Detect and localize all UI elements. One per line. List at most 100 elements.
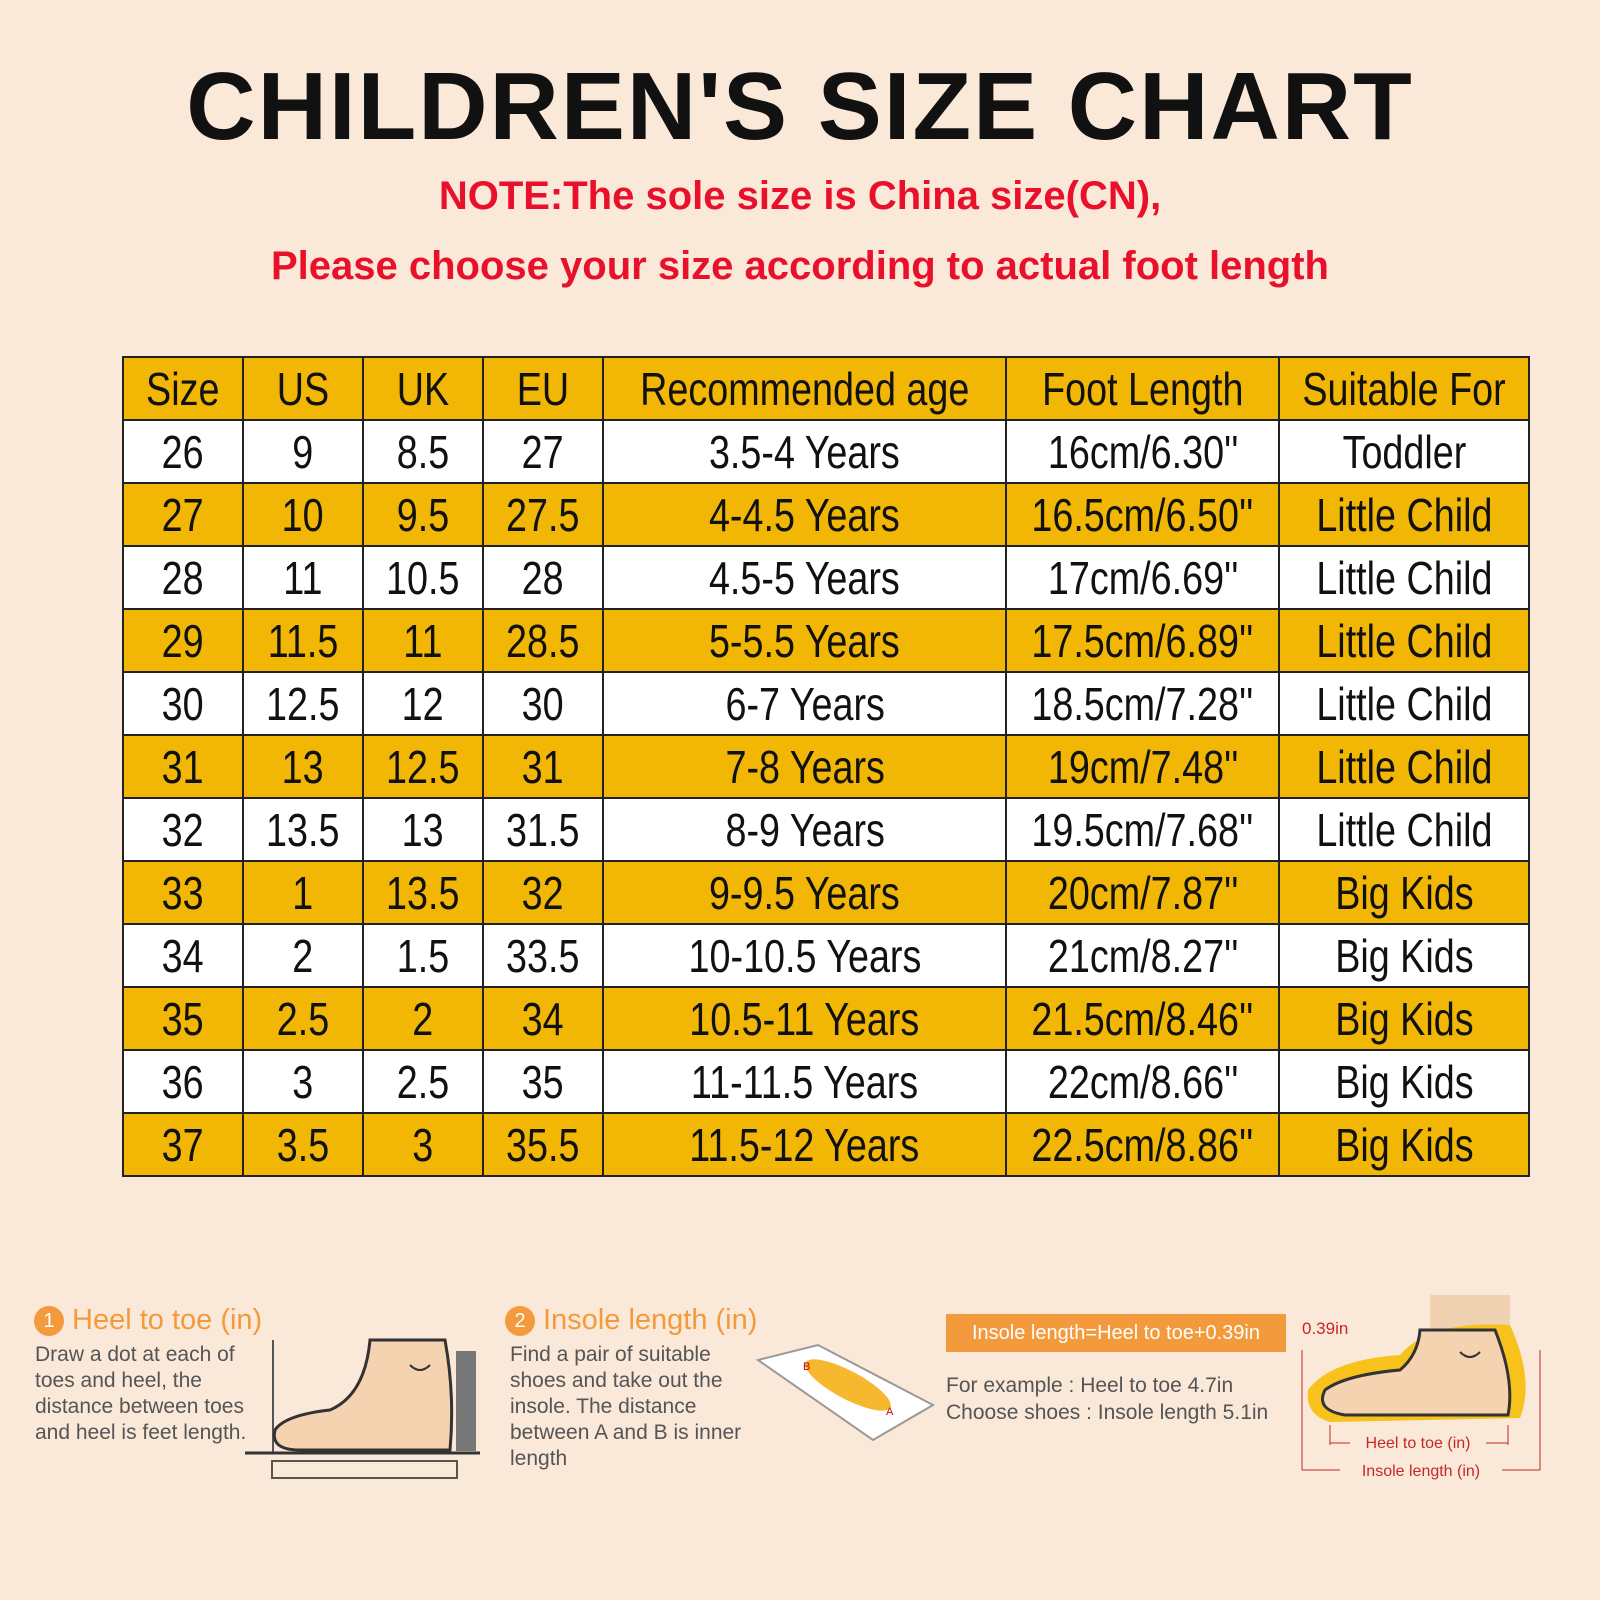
cell-text: 33.5 (506, 929, 580, 982)
table-row: 29 11.5 11 28.5 5-5.5 Years 17.5cm/6.89'' Litt… (122, 608, 1531, 673)
cell-text: Foot Length (1042, 362, 1244, 415)
cell-text: 12.5 (386, 740, 460, 793)
table-cell: 36 (122, 1049, 244, 1114)
cell-text: Suitable For (1302, 362, 1506, 415)
cell-text: 32 (522, 866, 564, 919)
table-row: Size US UK EU Recommended age Foot Length Suit… (122, 356, 1531, 421)
table-cell: 21cm/8.27'' (1005, 923, 1281, 988)
cell-text: 10-10.5 Years (688, 929, 922, 982)
table-cell: 13.5 (362, 860, 484, 925)
cell-text: 36 (162, 1055, 204, 1108)
table-cell: 32 (482, 860, 604, 925)
cell-text: Recommended age (640, 362, 970, 415)
table-cell: 12.5 (242, 671, 364, 736)
cell-text: 28.5 (506, 614, 580, 667)
cell-text: 1 (292, 866, 314, 919)
size-table: Size US UK EU Recommended age Foot Length Suit… (122, 356, 1531, 1177)
diagram-label: Heel to toe (in) (1366, 1435, 1471, 1452)
table-cell: 4-4.5 Years (601, 482, 1008, 547)
table-cell: Little Child (1278, 608, 1531, 673)
formula: Insole length=Heel to toe+0.39in (946, 1314, 1286, 1352)
cell-text: Size (146, 362, 220, 415)
cell-text: 30 (522, 677, 564, 730)
table-row: 26 9 8.5 27 3.5-4 Years 16cm/6.30'' Toddler (122, 419, 1531, 484)
cell-text: 2 (412, 992, 434, 1045)
cell-text: Big Kids (1335, 929, 1474, 982)
table-row: 37 3.5 3 35.5 11.5-12 Years 22.5cm/8.86'' Big … (122, 1112, 1531, 1177)
table-cell: 22cm/8.66'' (1005, 1049, 1281, 1114)
table-cell: 2.5 (362, 1049, 484, 1114)
cell-text: 31 (522, 740, 564, 793)
table-cell: Size (122, 356, 244, 421)
table-cell: Little Child (1278, 797, 1531, 862)
cell-text: 19cm/7.48'' (1047, 740, 1239, 793)
table-cell: 2 (362, 986, 484, 1051)
cell-text: Little Child (1316, 740, 1493, 793)
cell-text: Little Child (1316, 488, 1493, 541)
cell-text: Little Child (1316, 677, 1493, 730)
table-cell: 3.5-4 Years (601, 419, 1008, 484)
cell-text: 22.5cm/8.86'' (1031, 1118, 1254, 1171)
cell-text: 2.5 (396, 1055, 450, 1108)
table-cell: 9-9.5 Years (601, 860, 1008, 925)
cell-text: 2.5 (276, 992, 330, 1045)
cell-text: 10.5-11 Years (689, 992, 920, 1045)
cell-text: 31 (162, 740, 204, 793)
table-cell: 26 (122, 419, 244, 484)
cell-text: Little Child (1316, 614, 1493, 667)
table-cell: 11.5 (242, 608, 364, 673)
table-row: 31 13 12.5 31 7-8 Years 19cm/7.48'' Little Chi… (122, 734, 1531, 799)
table-cell: 3.5 (242, 1112, 364, 1177)
cell-text: 11.5-12 Years (689, 1118, 920, 1171)
table-cell: 10.5-11 Years (601, 986, 1008, 1051)
diagram-label: 0.39in (1302, 1319, 1348, 1338)
step-title: Insole length (in) (543, 1304, 758, 1336)
cell-text: Big Kids (1335, 866, 1474, 919)
title: CHILDREN'S SIZE CHART (186, 53, 1414, 160)
table-cell: 31.5 (482, 797, 604, 862)
step-heading: 2 Insole length (in) (505, 1304, 757, 1337)
table-cell: 29 (122, 608, 244, 673)
cell-text: 28 (162, 551, 204, 604)
table-row: 30 12.5 12 30 6-7 Years 18.5cm/7.28'' Little C… (122, 671, 1531, 736)
table-cell: Little Child (1278, 671, 1531, 736)
table-cell: UK (362, 356, 484, 421)
step-heading: 1 Heel to toe (in) (34, 1304, 262, 1337)
cell-text: 19.5cm/7.68'' (1031, 803, 1254, 856)
table-cell: 27 (122, 482, 244, 547)
table-cell: Big Kids (1278, 986, 1531, 1051)
table-cell: 33.5 (482, 923, 604, 988)
table-cell: 16cm/6.30'' (1005, 419, 1281, 484)
step-text: Draw a dot at each of toes and heel, the… (35, 1343, 247, 1444)
step-number: 1 (34, 1306, 64, 1337)
cell-text: Big Kids (1335, 1118, 1474, 1171)
example-line: For example : Heel to toe 4.7in (946, 1374, 1234, 1397)
table-cell: 13 (242, 734, 364, 799)
table-cell: 34 (482, 986, 604, 1051)
cell-text: Little Child (1316, 803, 1493, 856)
cell-text: Little Child (1316, 551, 1493, 604)
cell-text: US (276, 362, 330, 415)
table-cell: 8-9 Years (601, 797, 1008, 862)
table-cell: 10-10.5 Years (601, 923, 1008, 988)
table-cell: 13.5 (242, 797, 364, 862)
cell-text: 29 (162, 614, 204, 667)
cell-text: 3 (292, 1055, 314, 1108)
cell-text: 9 (292, 425, 314, 478)
table-cell: 13 (362, 797, 484, 862)
table-row: 32 13.5 13 31.5 8-9 Years 19.5cm/7.68'' Little… (122, 797, 1531, 862)
cell-text: 12.5 (266, 677, 340, 730)
cell-text: 20cm/7.87'' (1047, 866, 1239, 919)
table-cell: 10 (242, 482, 364, 547)
table-row: 33 1 13.5 32 9-9.5 Years 20cm/7.87'' Big Kids (122, 860, 1531, 925)
table-cell: 17cm/6.69'' (1005, 545, 1281, 610)
table-cell: 19cm/7.48'' (1005, 734, 1281, 799)
table-cell: 11 (362, 608, 484, 673)
cell-text: 4.5-5 Years (709, 551, 901, 604)
table-cell: 9.5 (362, 482, 484, 547)
foot-illustration (245, 1338, 480, 1479)
table-cell: 28 (122, 545, 244, 610)
note: Please choose your size according to act… (270, 244, 1329, 288)
cell-text: 33 (162, 866, 204, 919)
cell-text: 16cm/6.30'' (1047, 425, 1239, 478)
